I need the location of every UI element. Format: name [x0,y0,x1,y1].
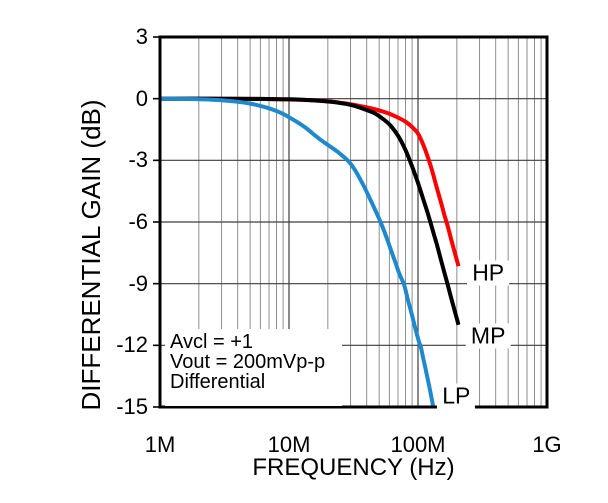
annotation-line-vout: Vout = 200mVp-p [170,351,326,373]
x-tick-label-1g: 1G [532,432,562,457]
y-tick-label--12: -12 [116,332,148,358]
curve-label-mp: MP [465,323,511,349]
x-tick-label-100m: 100M [390,432,446,457]
y-tick-label--9: -9 [128,270,148,296]
curve-label-hp: HP [467,260,510,286]
plot-border [158,35,549,409]
x-axis-title: FREQUENCY (Hz) [252,454,455,481]
curve-mp [159,96,461,326]
y-tick-label-3: 3 [135,24,148,49]
plot-area [153,35,549,409]
y-tick-label--15: -15 [116,394,148,419]
curve-label-lp: LP [437,383,476,409]
x-tick-label-1m: 1M [144,432,176,457]
y-tick-label-0: 0 [135,85,148,111]
y-tick-label--3: -3 [128,147,148,173]
curve-lp [159,96,436,409]
annotation-line-avcl: Avcl = +1 [170,331,254,353]
curve-hp [159,96,461,267]
x-tick-label-10m: 10M [267,432,311,457]
annotation-box: Avcl = +1 Vout = 200mVp-p Differential [165,329,342,406]
annotation-line-differential: Differential [170,371,266,393]
y-axis-title: DIFFERENTIAL GAIN (dB) [76,99,106,411]
y-tick-label--6: -6 [128,209,148,234]
